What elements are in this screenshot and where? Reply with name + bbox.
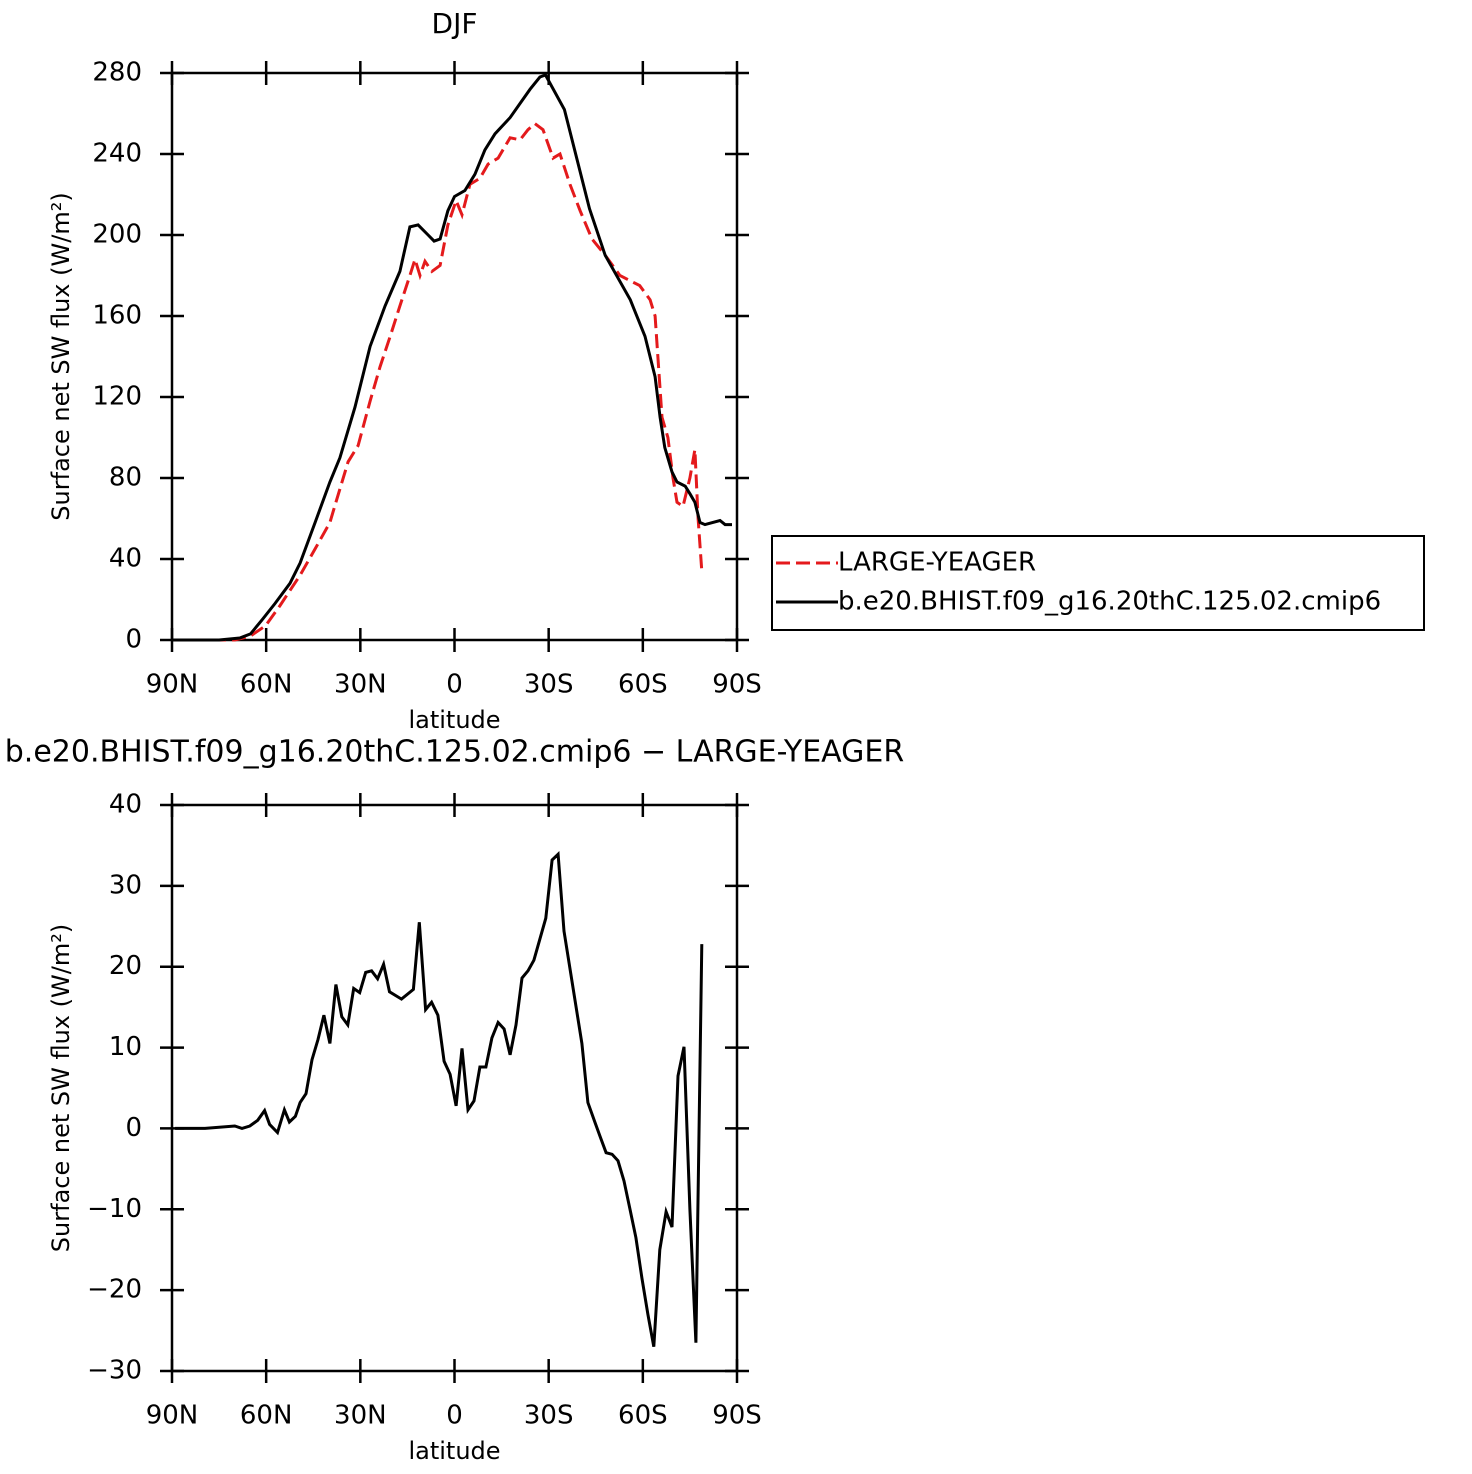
x-tick-label: 30N: [334, 670, 387, 700]
x-axis-label: latitude: [408, 1437, 500, 1465]
y-tick-label: 40: [109, 790, 142, 820]
data-line: [175, 851, 704, 1347]
x-tick-label: 60N: [240, 1401, 293, 1431]
x-tick-label: 60S: [618, 670, 668, 700]
data-line: [172, 121, 704, 642]
plot-frame: [170, 803, 739, 1373]
legend-box: [771, 535, 1425, 631]
y-tick-label: 20: [109, 951, 142, 981]
plot-frame: [170, 71, 739, 642]
chart-title: b.e20.BHIST.f09_g16.20thC.125.02.cmip6 −…: [5, 735, 904, 770]
x-tick-label: 30S: [524, 670, 574, 700]
y-tick-label: 120: [92, 382, 142, 412]
data-line: [172, 73, 732, 642]
y-axis-label: Surface net SW flux (W/m²): [47, 192, 75, 520]
x-tick-label: 30N: [334, 1401, 387, 1431]
y-tick-label: 0: [125, 1113, 142, 1143]
legend-label: LARGE-YEAGER: [838, 548, 1036, 578]
x-axis-label: latitude: [408, 706, 500, 734]
y-tick-label: 280: [92, 58, 142, 88]
y-tick-label: 240: [92, 139, 142, 169]
x-tick-label: 60N: [240, 670, 293, 700]
y-tick-label: −20: [87, 1275, 142, 1305]
x-tick-label: 90N: [146, 1401, 199, 1431]
x-tick-label: 90N: [146, 670, 199, 700]
y-tick-label: −10: [87, 1194, 142, 1224]
y-tick-label: −30: [87, 1356, 142, 1386]
y-tick-label: 0: [125, 625, 142, 655]
y-tick-label: 30: [109, 870, 142, 900]
x-tick-label: 90S: [712, 670, 762, 700]
y-axis-label: Surface net SW flux (W/m²): [47, 924, 75, 1252]
x-tick-label: 30S: [524, 1401, 574, 1431]
legend-label: b.e20.BHIST.f09_g16.20thC.125.02.cmip6: [838, 587, 1381, 617]
x-tick-label: 90S: [712, 1401, 762, 1431]
x-tick-label: 60S: [618, 1401, 668, 1431]
y-tick-label: 160: [92, 301, 142, 331]
x-tick-label: 0: [446, 670, 463, 700]
y-tick-label: 200: [92, 220, 142, 250]
y-tick-label: 40: [109, 544, 142, 574]
x-tick-label: 0: [446, 1401, 463, 1431]
y-tick-label: 80: [109, 463, 142, 493]
y-tick-label: 10: [109, 1032, 142, 1062]
chart-title: DJF: [432, 7, 478, 40]
